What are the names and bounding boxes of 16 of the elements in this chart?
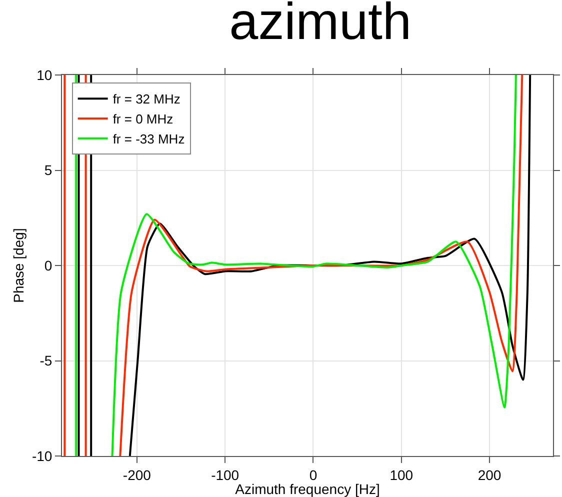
x-tick-label: 100 [390, 466, 414, 483]
chart-title: azimuth [229, 0, 412, 51]
legend-label: fr = -33 MHz [112, 131, 185, 146]
y-tick-label: 10 [36, 66, 52, 83]
y-tick-label: -5 [40, 352, 52, 369]
x-axis-title: Azimuth frequency [Hz] [235, 481, 380, 497]
y-axis-title: Phase [deg] [10, 228, 27, 303]
y-tick-label: -10 [32, 448, 52, 464]
y-tick-label: 5 [44, 162, 52, 178]
x-tick-label: 0 [309, 466, 318, 483]
x-tick-label: -100 [211, 466, 240, 483]
legend-label: fr = 32 MHz [112, 92, 180, 107]
y-tick-label: 0 [44, 257, 52, 274]
legend-label: fr = 0 MHz [112, 112, 174, 127]
x-tick-label: 200 [478, 466, 502, 483]
x-tick-label: -200 [122, 466, 152, 483]
